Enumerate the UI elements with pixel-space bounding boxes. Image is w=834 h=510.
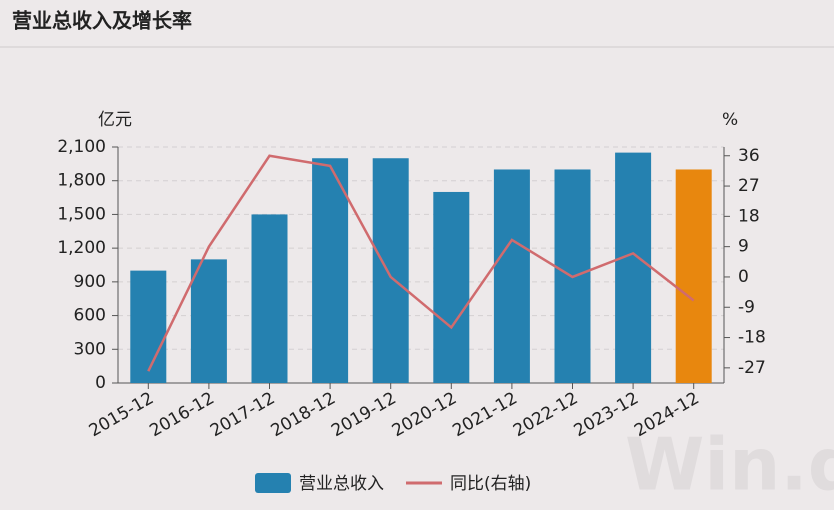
legend-swatch xyxy=(255,473,291,493)
line xyxy=(147,154,695,372)
legend-label: 同比(右轴) xyxy=(450,474,531,494)
y-tick-label: 300 xyxy=(74,339,106,359)
y2-tick-label: 27 xyxy=(738,176,760,196)
bar xyxy=(312,158,349,383)
y2-tick-label: -9 xyxy=(738,297,755,317)
bar xyxy=(130,270,167,383)
legend-label: 营业总收入 xyxy=(299,474,384,494)
chart-title: 营业总收入及增长率 xyxy=(12,9,192,33)
bar xyxy=(493,169,530,383)
watermark: Win.d xyxy=(625,423,834,507)
y-tick-label: 600 xyxy=(74,306,106,326)
bar xyxy=(675,169,712,383)
x-tick-label: 2022-12 xyxy=(510,388,582,441)
x-tick-label: 2019-12 xyxy=(328,388,400,441)
y-tick-label: 2,100 xyxy=(57,137,106,157)
y2-tick-label: 0 xyxy=(738,267,749,287)
bar xyxy=(190,259,227,383)
y-tick-label: 900 xyxy=(74,272,106,292)
y-tick-label: 1,800 xyxy=(57,171,106,191)
y2-tick-label: 9 xyxy=(738,237,749,257)
bar xyxy=(615,152,652,383)
y2-tick-label: -18 xyxy=(738,328,766,348)
y2-tick-label: 18 xyxy=(738,206,760,226)
x-tick-label: 2017-12 xyxy=(207,388,279,441)
y-tick-label: 0 xyxy=(95,373,106,393)
y-tick-label: 1,500 xyxy=(57,204,106,224)
x-tick-label: 2021-12 xyxy=(449,388,521,441)
x-tick-label: 2020-12 xyxy=(389,388,461,441)
y-tick-label: 1,200 xyxy=(57,238,106,258)
bar xyxy=(433,191,470,383)
y-axis-label: 亿元 xyxy=(98,110,132,130)
bar xyxy=(372,158,409,383)
y2-axis-label: % xyxy=(722,110,738,130)
y2-tick-label: -27 xyxy=(738,358,766,378)
x-tick-label: 2016-12 xyxy=(146,388,218,441)
y2-tick-label: 36 xyxy=(738,146,760,166)
bar xyxy=(251,214,288,383)
x-tick-label: 2015-12 xyxy=(86,388,158,441)
x-tick-label: 2018-12 xyxy=(268,388,340,441)
